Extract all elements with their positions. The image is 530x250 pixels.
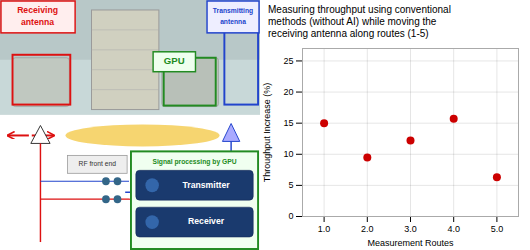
svg-text:4.0: 4.0 (447, 224, 460, 234)
svg-text:RF front end: RF front end (79, 160, 117, 167)
svg-text:Receiver: Receiver (188, 216, 225, 226)
html-text:Measuring throughput using con: Measuring throughput using conventional … (268, 4, 451, 39)
svg-text:antenna: antenna (21, 17, 54, 27)
svg-text:5: 5 (288, 180, 293, 190)
svg-text:Receiving: Receiving (17, 5, 58, 15)
svg-text:Throughput Increase (%): Throughput Increase (%) (262, 83, 272, 183)
svg-text:0: 0 (288, 211, 293, 221)
svg-text:Measurement Routes: Measurement Routes (367, 238, 454, 248)
svg-text:Transmitting: Transmitting (213, 7, 253, 15)
svg-text:antenna: antenna (220, 18, 246, 25)
svg-text:25: 25 (283, 56, 293, 66)
svg-text:1.0: 1.0 (318, 224, 331, 234)
svg-text:Signal processing by GPU: Signal processing by GPU (152, 158, 236, 166)
svg-text:10: 10 (283, 149, 293, 159)
svg-text:20: 20 (283, 87, 293, 97)
svg-text:GPU: GPU (164, 55, 185, 66)
svg-text:2.0: 2.0 (361, 224, 374, 234)
svg-text:5.0: 5.0 (491, 224, 504, 234)
svg-text:15: 15 (283, 118, 293, 128)
svg-text:3.0: 3.0 (404, 224, 417, 234)
svg-text:Transmitter: Transmitter (183, 179, 231, 189)
